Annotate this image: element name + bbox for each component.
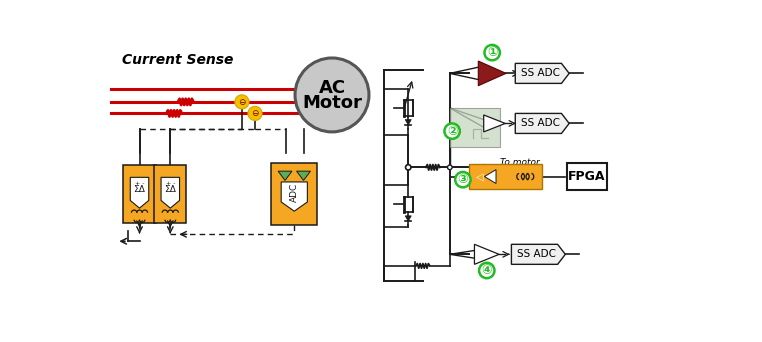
- Polygon shape: [511, 244, 565, 264]
- Text: ◁: ◁: [476, 172, 484, 182]
- Text: + -: + -: [165, 181, 175, 186]
- Circle shape: [236, 96, 248, 108]
- Polygon shape: [130, 177, 149, 208]
- Text: ΣΔ: ΣΔ: [133, 185, 146, 194]
- Text: AC: AC: [319, 79, 346, 97]
- Text: ⊖: ⊖: [251, 109, 259, 118]
- Polygon shape: [281, 182, 307, 211]
- Text: ①: ①: [487, 46, 498, 59]
- Text: ΣΔ: ΣΔ: [165, 185, 176, 194]
- Polygon shape: [515, 114, 569, 133]
- Circle shape: [295, 58, 369, 132]
- Polygon shape: [296, 171, 310, 181]
- Text: ③: ③: [458, 173, 468, 186]
- Text: phase: phase: [500, 168, 527, 176]
- Polygon shape: [479, 61, 506, 86]
- FancyBboxPatch shape: [450, 108, 500, 146]
- FancyBboxPatch shape: [123, 166, 155, 223]
- Polygon shape: [515, 63, 569, 83]
- Text: ④: ④: [482, 264, 492, 277]
- Text: To motor: To motor: [500, 158, 539, 167]
- Text: ⊖: ⊖: [239, 98, 245, 107]
- FancyBboxPatch shape: [469, 164, 543, 189]
- Text: SS ADC: SS ADC: [521, 118, 560, 129]
- Circle shape: [405, 165, 411, 170]
- Text: ②: ②: [447, 124, 457, 137]
- Text: Current Sense: Current Sense: [123, 53, 234, 67]
- Polygon shape: [161, 177, 180, 208]
- Circle shape: [248, 106, 262, 120]
- Text: FPGA: FPGA: [568, 170, 606, 183]
- Polygon shape: [405, 120, 411, 125]
- Text: ADC: ADC: [290, 183, 299, 202]
- Polygon shape: [278, 171, 292, 181]
- Polygon shape: [405, 216, 411, 221]
- Text: SS ADC: SS ADC: [521, 68, 560, 78]
- Polygon shape: [475, 244, 499, 264]
- Polygon shape: [485, 170, 496, 184]
- Circle shape: [249, 108, 261, 119]
- Circle shape: [444, 123, 459, 139]
- Text: + -: + -: [135, 181, 144, 186]
- Circle shape: [447, 165, 452, 170]
- Text: Motor: Motor: [302, 94, 362, 111]
- FancyBboxPatch shape: [567, 163, 607, 190]
- Text: SS ADC: SS ADC: [517, 249, 556, 259]
- FancyBboxPatch shape: [271, 163, 318, 225]
- FancyBboxPatch shape: [154, 166, 187, 223]
- Circle shape: [479, 263, 495, 278]
- Circle shape: [235, 95, 249, 109]
- Circle shape: [455, 172, 471, 187]
- Polygon shape: [484, 115, 505, 132]
- Circle shape: [485, 45, 500, 60]
